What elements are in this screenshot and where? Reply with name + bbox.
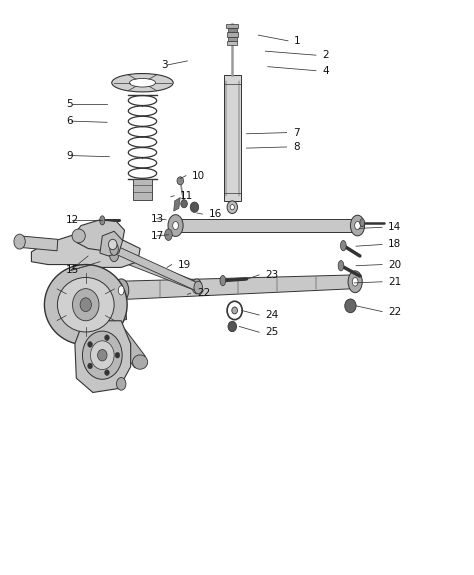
Bar — [224, 75, 241, 201]
Ellipse shape — [129, 78, 155, 87]
Ellipse shape — [118, 286, 124, 295]
Ellipse shape — [164, 229, 172, 240]
Ellipse shape — [338, 260, 344, 271]
Ellipse shape — [355, 221, 360, 229]
Polygon shape — [121, 275, 355, 300]
Ellipse shape — [72, 229, 85, 243]
Ellipse shape — [194, 281, 202, 294]
Polygon shape — [83, 307, 127, 326]
Text: 8: 8 — [293, 142, 300, 152]
Ellipse shape — [227, 201, 237, 213]
Text: 25: 25 — [265, 327, 279, 338]
Circle shape — [115, 352, 120, 358]
Ellipse shape — [14, 234, 25, 249]
Ellipse shape — [109, 247, 119, 262]
Text: 9: 9 — [66, 151, 73, 160]
Text: 11: 11 — [180, 191, 193, 201]
Circle shape — [91, 341, 114, 370]
Text: 19: 19 — [178, 259, 191, 270]
Circle shape — [73, 289, 99, 321]
Bar — [228, 28, 237, 32]
Bar — [227, 32, 238, 37]
Polygon shape — [100, 231, 123, 256]
Bar — [227, 41, 237, 45]
Text: 21: 21 — [388, 277, 401, 287]
Polygon shape — [31, 235, 140, 267]
Ellipse shape — [168, 214, 183, 236]
Text: 5: 5 — [66, 99, 73, 109]
Polygon shape — [173, 197, 180, 211]
Text: 12: 12 — [66, 216, 79, 225]
Polygon shape — [109, 322, 146, 368]
Ellipse shape — [57, 278, 114, 332]
Ellipse shape — [45, 264, 127, 345]
Polygon shape — [75, 321, 131, 393]
Text: 17: 17 — [151, 231, 164, 241]
Ellipse shape — [109, 239, 117, 250]
Circle shape — [105, 335, 109, 340]
Text: 1: 1 — [294, 36, 301, 46]
Ellipse shape — [173, 221, 178, 229]
Ellipse shape — [220, 275, 226, 286]
Text: 7: 7 — [293, 128, 300, 137]
Bar — [133, 178, 152, 200]
Text: 23: 23 — [265, 270, 279, 280]
Polygon shape — [175, 219, 357, 232]
Circle shape — [88, 342, 92, 347]
Polygon shape — [113, 246, 200, 292]
Text: 15: 15 — [66, 265, 79, 275]
Ellipse shape — [112, 74, 173, 92]
Text: 2: 2 — [322, 50, 328, 60]
Text: 14: 14 — [388, 223, 401, 232]
Ellipse shape — [352, 278, 358, 286]
Text: 18: 18 — [388, 239, 401, 250]
Text: 20: 20 — [388, 259, 401, 270]
Circle shape — [105, 370, 109, 375]
Polygon shape — [74, 220, 125, 250]
Bar — [228, 37, 237, 41]
Circle shape — [177, 177, 183, 185]
Circle shape — [232, 307, 237, 314]
Polygon shape — [19, 236, 58, 251]
Text: 10: 10 — [192, 171, 205, 181]
Text: 13: 13 — [151, 214, 164, 224]
Text: 3: 3 — [161, 60, 168, 70]
Ellipse shape — [340, 240, 346, 251]
Ellipse shape — [348, 271, 362, 293]
Circle shape — [345, 299, 356, 313]
Bar — [226, 24, 238, 28]
Ellipse shape — [133, 355, 148, 369]
Text: 6: 6 — [66, 116, 73, 126]
Ellipse shape — [117, 378, 126, 390]
Ellipse shape — [350, 215, 365, 236]
Text: 22: 22 — [388, 306, 401, 317]
Ellipse shape — [192, 279, 201, 294]
Polygon shape — [113, 250, 198, 291]
Circle shape — [82, 331, 122, 380]
Ellipse shape — [230, 205, 235, 210]
Text: 16: 16 — [209, 209, 222, 219]
Circle shape — [227, 301, 242, 320]
Ellipse shape — [100, 216, 105, 225]
Circle shape — [190, 202, 199, 212]
Ellipse shape — [114, 279, 129, 302]
Text: 24: 24 — [265, 310, 279, 320]
Circle shape — [98, 350, 107, 361]
Circle shape — [181, 200, 187, 208]
Text: 22: 22 — [197, 288, 210, 298]
Text: 4: 4 — [322, 66, 328, 76]
Circle shape — [80, 298, 91, 312]
Ellipse shape — [110, 243, 118, 255]
Circle shape — [88, 363, 92, 369]
Circle shape — [228, 321, 237, 332]
Ellipse shape — [360, 218, 365, 227]
